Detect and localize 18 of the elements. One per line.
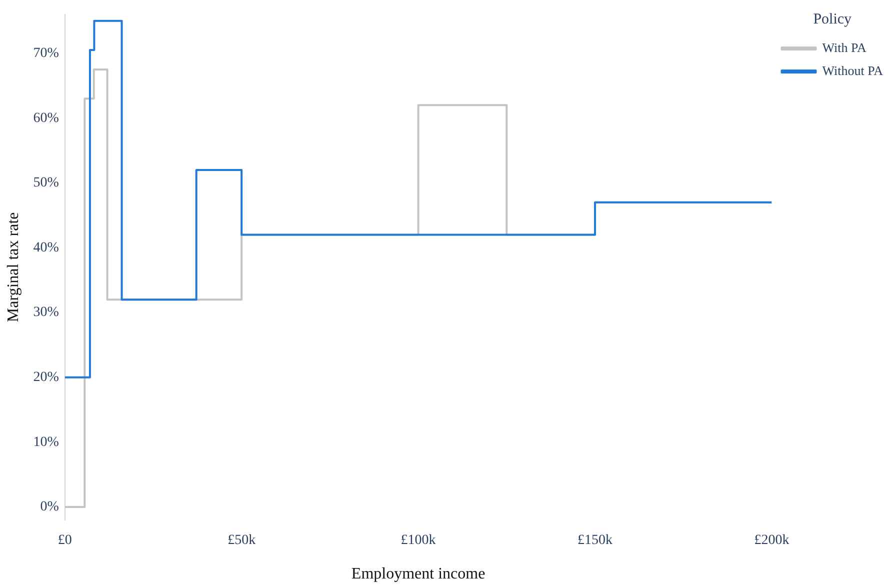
x-tick-label: £200k <box>754 533 790 548</box>
y-tick-label: 10% <box>33 434 60 450</box>
y-tick-label: 40% <box>33 240 60 256</box>
legend-title: Policy <box>813 11 852 28</box>
x-tick-label: £100k <box>400 533 436 548</box>
y-tick-label: 50% <box>33 176 60 191</box>
y-tick-label: 60% <box>33 110 60 126</box>
legend-label: Without PA <box>822 62 884 78</box>
y-axis-title: Marginal tax rate <box>4 212 22 322</box>
y-tick-label: 20% <box>33 370 60 386</box>
y-tick-label: 0% <box>40 500 60 515</box>
x-axis-title: Employment income <box>351 566 486 583</box>
y-tick-label: 30% <box>33 305 60 320</box>
y-tick-label: 70% <box>33 46 60 61</box>
x-tick-label: £50k <box>228 533 256 548</box>
x-tick-label: £150k <box>578 533 613 548</box>
legend-label: With PA <box>822 40 867 55</box>
x-tick-label: £0 <box>58 533 72 548</box>
